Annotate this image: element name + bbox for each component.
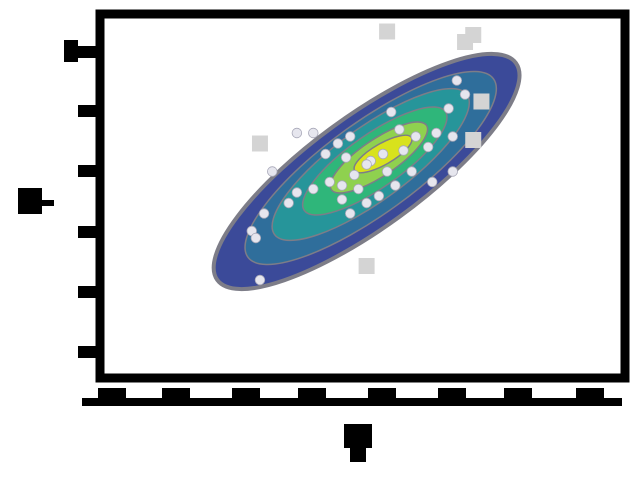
outlier-point xyxy=(473,93,490,110)
scatter-point xyxy=(250,232,262,244)
scatter-point xyxy=(447,131,458,142)
scatter-point xyxy=(332,138,344,149)
scatter-point xyxy=(373,190,385,202)
y-tick-mark xyxy=(78,165,100,177)
scatter-point xyxy=(398,145,409,156)
scatter-point xyxy=(340,152,352,163)
outlier-point xyxy=(379,23,396,40)
x-tick-mark xyxy=(438,388,466,406)
outlier-point xyxy=(358,258,375,274)
x-axis-label-glyph xyxy=(350,446,366,462)
scatter-point xyxy=(344,131,356,142)
y-tick-mark xyxy=(78,105,100,117)
x-axis-label-glyph xyxy=(344,424,372,448)
x-tick-mark xyxy=(98,388,126,406)
scatter-point xyxy=(390,180,401,191)
scatter-point xyxy=(283,197,294,209)
scatter-point xyxy=(308,127,319,139)
scatter-point xyxy=(336,194,348,205)
scatter-point xyxy=(267,166,278,177)
x-tick-mark xyxy=(162,388,190,406)
scatter-point xyxy=(394,124,405,135)
scatter-point xyxy=(443,103,454,114)
scatter-point xyxy=(422,141,434,153)
y-tick-mark xyxy=(78,46,100,58)
x-tick-mark xyxy=(576,388,604,406)
axes xyxy=(18,40,622,462)
y-tick-mark xyxy=(78,226,100,238)
x-axis-line xyxy=(82,398,622,406)
scatter-point xyxy=(291,127,303,139)
y-axis-label-glyph xyxy=(38,200,54,206)
scatter-point xyxy=(447,166,458,177)
y-tick-mark xyxy=(78,346,100,358)
point-layer xyxy=(246,75,471,286)
scatter-point xyxy=(406,166,417,177)
y-tick-mark xyxy=(64,40,78,62)
scatter-point xyxy=(386,106,397,118)
scatter-point xyxy=(258,208,270,219)
outlier-point xyxy=(465,132,482,148)
x-tick-mark xyxy=(298,388,326,406)
scatter-point xyxy=(427,176,438,188)
scatter-point xyxy=(344,208,356,219)
scatter-point xyxy=(459,89,471,100)
outlier-point xyxy=(465,27,482,43)
scatter-point xyxy=(431,127,442,139)
outlier-point xyxy=(251,135,268,152)
scatter-point xyxy=(377,148,389,160)
x-tick-mark xyxy=(368,388,396,406)
scatter-point xyxy=(254,274,266,286)
x-tick-mark xyxy=(504,388,532,406)
scatter-point xyxy=(349,169,360,181)
scatter-point xyxy=(291,187,303,198)
outlier-layer xyxy=(251,23,490,274)
scatter-point xyxy=(381,166,393,177)
scatter-point xyxy=(320,148,331,160)
scatter-point xyxy=(324,176,335,188)
scatter-point xyxy=(353,183,364,195)
scatter-point xyxy=(410,131,422,142)
scatter-point xyxy=(361,159,372,170)
y-tick-mark xyxy=(78,286,100,298)
x-tick-mark xyxy=(232,388,260,406)
scatter-point xyxy=(451,75,463,86)
scatter-point xyxy=(361,197,372,209)
scatter-point xyxy=(308,183,319,195)
scatter-point xyxy=(336,180,348,191)
